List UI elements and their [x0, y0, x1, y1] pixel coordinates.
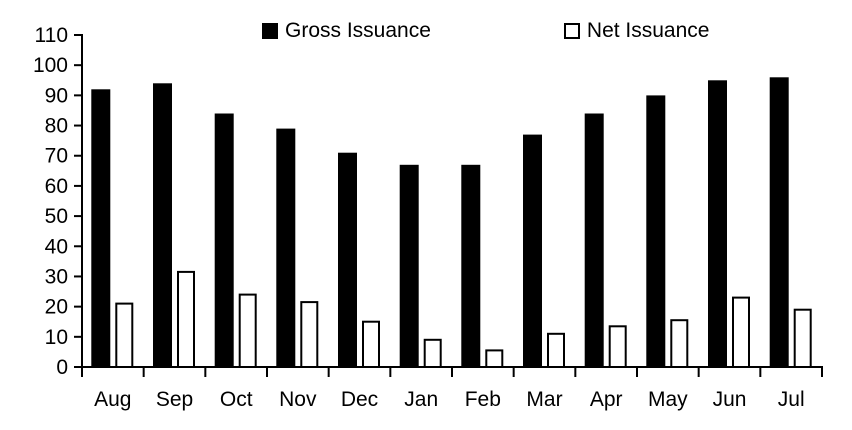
y-tick-label: 80 [45, 115, 68, 138]
net-issuance-swatch-icon [563, 22, 580, 39]
legend-label-net-issuance: Net Issuance [586, 19, 710, 42]
x-axis-label-apr: Apr [590, 388, 623, 411]
y-tick-label: 60 [45, 175, 68, 198]
x-axis-label-may: May [648, 388, 688, 411]
y-tick-label: 20 [45, 296, 68, 319]
y-tick-label: 50 [45, 205, 68, 228]
bar-gross-jun [708, 80, 727, 368]
bar-gross-jan [399, 164, 419, 367]
bar-gross-mar [523, 134, 542, 367]
bar-gross-apr [584, 113, 604, 367]
bar-net-nov [300, 301, 319, 369]
bar-net-aug [115, 302, 134, 369]
y-tick-label: 40 [45, 235, 68, 258]
x-axis-label-oct: Oct [220, 388, 253, 411]
y-tick-label: 30 [45, 265, 68, 288]
bar-net-mar [547, 332, 565, 368]
legend-item-net-issuance: Net Issuance [563, 19, 710, 42]
bar-gross-dec [338, 152, 357, 367]
x-axis-label-jan: Jan [404, 388, 438, 411]
bar-gross-jul [769, 77, 789, 368]
y-tick-label: 100 [33, 54, 68, 77]
bar-net-oct [238, 293, 257, 369]
gross-issuance-swatch-icon [262, 22, 278, 39]
bar-net-jun [732, 296, 750, 369]
x-axis-label-dec: Dec [341, 388, 378, 411]
y-tick-label: 0 [56, 356, 68, 379]
bar-gross-aug [91, 89, 111, 368]
bar-net-apr [608, 325, 627, 368]
x-axis-label-jun: Jun [713, 388, 747, 411]
x-axis-label-sep: Sep [156, 388, 193, 411]
y-tick-label: 110 [35, 24, 68, 47]
x-axis-label-jul: Jul [778, 388, 805, 411]
x-axis-label-aug: Aug [94, 388, 131, 411]
bar-gross-nov [276, 128, 296, 367]
bar-gross-feb [461, 164, 481, 367]
y-tick-label: 70 [45, 145, 68, 168]
bar-net-dec [362, 320, 380, 369]
bar-gross-sep [153, 83, 172, 368]
bar-gross-may [646, 95, 666, 368]
bar-net-jul [793, 308, 812, 369]
bar-gross-oct [214, 113, 234, 367]
bar-net-jan [423, 338, 442, 368]
chart-legend: Gross Issuance Net Issuance [262, 20, 709, 41]
x-axis-label-feb: Feb [465, 388, 501, 411]
bar-net-may [670, 319, 689, 369]
bar-net-sep [177, 270, 195, 368]
legend-item-gross-issuance: Gross Issuance [262, 20, 431, 41]
y-tick-label: 90 [45, 84, 68, 107]
x-axis-label-nov: Nov [279, 388, 317, 411]
bar-net-feb [485, 349, 504, 368]
y-tick-label: 10 [45, 326, 68, 349]
x-axis-label-mar: Mar [526, 388, 562, 411]
legend-label-gross-issuance: Gross Issuance [285, 19, 431, 42]
